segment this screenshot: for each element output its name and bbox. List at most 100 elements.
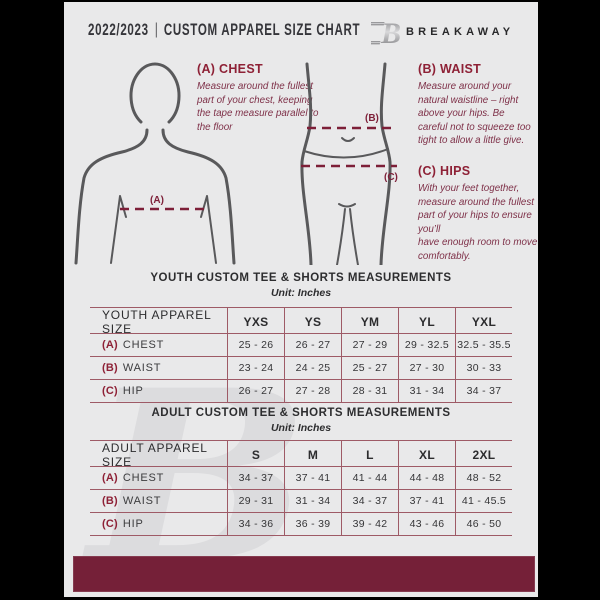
size-cell: 36 - 39	[284, 513, 341, 535]
size-cell: 43 - 46	[398, 513, 455, 535]
inner-leg-lines	[336, 203, 359, 265]
row-label: (B) WAIST	[90, 490, 227, 512]
table-header-row: YOUTH APPAREL SIZE YXS YS YM YL YXL	[90, 308, 512, 336]
row-label: (A) CHEST	[90, 467, 227, 489]
row-measure-name: HIP	[122, 385, 144, 397]
size-cell: 31 - 34	[284, 490, 341, 512]
upper-body-figure: (A)	[74, 62, 236, 265]
size-cell: 27 - 28	[284, 380, 341, 402]
hips-section-heading: (C) HIPS	[418, 164, 471, 178]
youth-table-unit: Unit: Inches	[270, 287, 332, 299]
size-cell: 26 - 27	[284, 334, 341, 356]
size-cell: 30 - 33	[455, 357, 512, 379]
page-title: CUSTOM APPAREL SIZE CHART	[163, 20, 361, 39]
row-prefix: (B)	[102, 495, 118, 507]
size-axis-label: ADULT APPAREL SIZE	[102, 441, 208, 469]
size-cell: 34 - 37	[227, 467, 284, 489]
waist-marker-label: (B)	[365, 113, 379, 124]
waist-section-body: Measure around your natural waistline – …	[418, 81, 531, 147]
table-row: (C) HIP 26 - 27 27 - 28 28 - 31 31 - 34 3…	[90, 380, 512, 403]
size-column-header: YM	[341, 308, 398, 336]
document-page	[64, 2, 538, 597]
size-column-header: 2XL	[455, 441, 512, 469]
youth-size-table: YOUTH APPAREL SIZE YXS YS YM YL YXL (A) C…	[90, 307, 512, 403]
table-row: (B) WAIST 23 - 24 24 - 25 25 - 27 27 - 30…	[90, 357, 512, 380]
brand-name: BREAKAWAY	[406, 26, 515, 38]
row-label: (C) HIP	[90, 380, 227, 402]
size-column-header: XL	[398, 441, 455, 469]
adult-table-title: ADULT CUSTOM TEE & SHORTS MEASUREMENTS	[151, 407, 451, 419]
left-torso-leg	[300, 62, 313, 265]
season-label: 2022/2023	[88, 20, 149, 39]
size-column-header: YL	[398, 308, 455, 336]
size-column-header: YXL	[455, 308, 512, 336]
size-cell: 37 - 41	[398, 490, 455, 512]
right-torso-leg	[379, 62, 392, 265]
row-label: (B) WAIST	[90, 357, 227, 379]
size-cell: 41 - 44	[341, 467, 398, 489]
right-armpit-line	[200, 195, 217, 264]
row-measure-name: CHEST	[122, 472, 165, 484]
chest-section-body: Measure around the fullest part of your …	[197, 81, 319, 133]
hip-curve-line	[303, 148, 389, 159]
size-cell: 24 - 25	[284, 357, 341, 379]
logo-bottom-dash	[371, 41, 381, 45]
hips-marker-label: (C)	[384, 172, 398, 183]
head-outline	[129, 62, 181, 124]
row-prefix: (A)	[102, 472, 118, 484]
size-cell: 25 - 26	[227, 334, 284, 356]
size-cell: 32.5 - 35.5	[455, 334, 512, 356]
lower-body-figure: (B) (C)	[300, 62, 398, 265]
logo-top-dash	[371, 22, 385, 26]
row-measure-name: CHEST	[122, 339, 165, 351]
size-cell: 26 - 27	[227, 380, 284, 402]
row-measure-name: WAIST	[122, 362, 162, 374]
table-row: (A) CHEST 25 - 26 26 - 27 27 - 29 29 - 32…	[90, 334, 512, 357]
size-column-header: YS	[284, 308, 341, 336]
waist-section-heading: (B) WAIST	[418, 62, 482, 76]
size-cell: 48 - 52	[455, 467, 512, 489]
logo-letter: B	[380, 17, 401, 50]
row-label: (C) HIP	[90, 513, 227, 535]
row-measure-name: WAIST	[122, 495, 162, 507]
size-column-header: YXS	[227, 308, 284, 336]
youth-table-title: YOUTH CUSTOM TEE & SHORTS MEASUREMENTS	[150, 272, 452, 284]
size-cell: 27 - 29	[341, 334, 398, 356]
size-cell: 31 - 34	[398, 380, 455, 402]
size-axis-label: YOUTH APPAREL SIZE	[102, 308, 212, 336]
watermark-logo: B	[88, 339, 311, 600]
left-armpit-line	[110, 195, 127, 264]
hips-section-body: With your feet together, measure around …	[418, 183, 538, 262]
row-prefix: (B)	[102, 362, 118, 374]
adult-size-table: ADULT APPAREL SIZE S M L XL 2XL (A) CHEST…	[90, 440, 512, 536]
size-cell: 46 - 50	[455, 513, 512, 535]
size-cell: 34 - 37	[455, 380, 512, 402]
size-cell: 27 - 30	[398, 357, 455, 379]
chest-marker-label: (A)	[150, 195, 164, 206]
header-divider: |	[154, 21, 158, 38]
row-label: (A) CHEST	[90, 334, 227, 356]
size-cell: 34 - 37	[341, 490, 398, 512]
size-cell: 41 - 45.5	[455, 490, 512, 512]
size-cell: 37 - 41	[284, 467, 341, 489]
left-shoulder-arm	[74, 128, 149, 265]
size-cell: 25 - 27	[341, 357, 398, 379]
table-row: (C) HIP 34 - 36 36 - 39 39 - 42 43 - 46 4…	[90, 513, 512, 536]
document-header: 2022/2023 | CUSTOM APPAREL SIZE CHART	[88, 20, 360, 40]
navel-mark	[341, 137, 355, 142]
size-cell: 29 - 31	[227, 490, 284, 512]
breakaway-logo-icon: B	[371, 17, 401, 50]
size-column-header: L	[341, 441, 398, 469]
row-prefix: (A)	[102, 339, 118, 351]
size-cell: 23 - 24	[227, 357, 284, 379]
row-prefix: (C)	[102, 518, 118, 530]
row-prefix: (C)	[102, 385, 118, 397]
adult-table-unit: Unit: Inches	[270, 422, 332, 434]
size-column-header: S	[227, 441, 284, 469]
row-measure-name: HIP	[122, 518, 144, 530]
right-shoulder-arm	[161, 128, 236, 265]
table-header-row: ADULT APPAREL SIZE S M L XL 2XL	[90, 441, 512, 469]
table-row: (B) WAIST 29 - 31 31 - 34 34 - 37 37 - 41…	[90, 490, 512, 513]
size-cell: 29 - 32.5	[398, 334, 455, 356]
